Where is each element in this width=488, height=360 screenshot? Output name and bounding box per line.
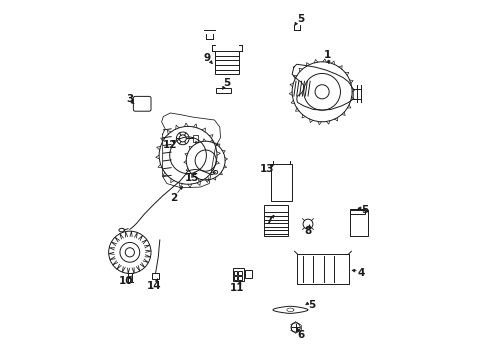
Bar xyxy=(297,254,348,284)
Text: 9: 9 xyxy=(203,53,211,63)
Bar xyxy=(238,271,241,275)
Bar xyxy=(233,276,237,280)
Text: 11: 11 xyxy=(230,283,244,293)
Bar xyxy=(349,209,365,213)
Bar xyxy=(349,210,367,237)
Bar xyxy=(270,164,291,201)
Text: 7: 7 xyxy=(265,216,272,226)
Text: 5: 5 xyxy=(360,205,367,215)
Text: 1: 1 xyxy=(323,50,330,60)
Bar xyxy=(216,88,231,93)
Text: 3: 3 xyxy=(126,94,133,104)
Text: 5: 5 xyxy=(297,14,304,24)
Bar xyxy=(152,273,159,279)
Text: 13: 13 xyxy=(260,165,274,174)
Text: 12: 12 xyxy=(163,140,177,150)
Text: 15: 15 xyxy=(184,173,199,183)
Text: 8: 8 xyxy=(304,226,311,236)
Bar xyxy=(238,276,241,280)
Bar xyxy=(233,268,244,280)
Text: 10: 10 xyxy=(119,275,133,285)
Text: 4: 4 xyxy=(357,269,364,279)
Text: 14: 14 xyxy=(147,281,162,291)
Text: 6: 6 xyxy=(297,330,304,340)
Text: 2: 2 xyxy=(170,193,177,203)
Bar xyxy=(244,270,251,278)
Bar xyxy=(233,271,237,275)
Bar xyxy=(264,206,287,237)
Bar xyxy=(214,51,239,74)
Text: 5: 5 xyxy=(223,78,230,88)
Text: 5: 5 xyxy=(307,300,314,310)
Bar xyxy=(192,135,198,142)
